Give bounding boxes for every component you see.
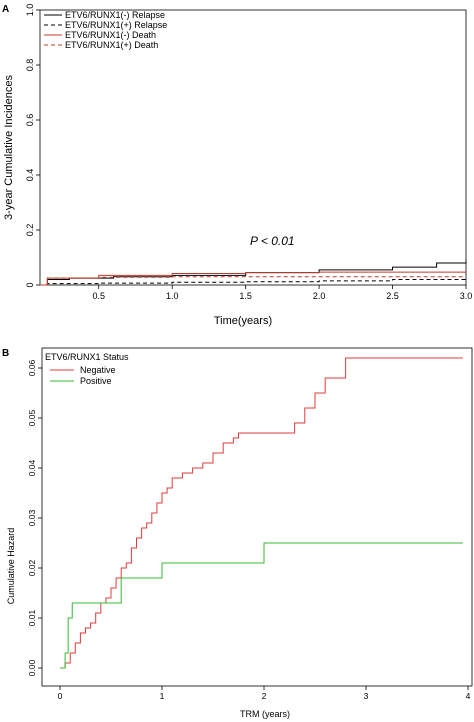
- panel-label-a: A: [2, 4, 9, 15]
- x-tick-label: 2: [262, 691, 267, 701]
- y-tick-label: 0.6: [25, 114, 35, 127]
- x-tick-label: 0.5: [93, 291, 106, 301]
- y-tick-label: 0: [25, 282, 35, 287]
- y-tick-label: 1.0: [25, 4, 35, 17]
- legend-label: ETV6/RUNX1(-) Relapse: [65, 10, 165, 20]
- series-line-1: [40, 260, 467, 286]
- y-tick-label: 0.04: [27, 459, 37, 476]
- x-tick-label: 2.0: [313, 291, 326, 301]
- y-tick-label: 0.03: [27, 509, 37, 526]
- panel-label-b: B: [2, 348, 9, 359]
- y-tick-label: 0.01: [27, 609, 37, 626]
- legend-label: Positive: [80, 376, 112, 386]
- x-tick-label: 2.5: [386, 291, 399, 301]
- legend-label: Negative: [80, 365, 116, 375]
- chart-a: A 0 0.2 0.4 0.6 0.8 1.0 0.5 1.0 1.5 2.0 2.5 3.0 ET…: [2, 4, 473, 327]
- y-axis-title-a: 3-year Cumulative Incidences: [3, 75, 15, 220]
- p-value-annotation: P < 0.01: [250, 234, 295, 248]
- plot-frame-b: [41, 347, 473, 687]
- y-tick-label: 0.05: [27, 409, 37, 426]
- series-line-positive: [60, 542, 463, 669]
- y-tick-label: 0.00: [27, 659, 37, 676]
- y-tick-label: 0.06: [27, 359, 37, 376]
- x-tick-label: 1.5: [239, 291, 252, 301]
- legend-title: ETV6/RUNX1 Status: [45, 352, 129, 362]
- series-line-negative: [60, 357, 463, 669]
- chart-b: B 0.00 0.01 0.02 0.03 0.04 0.05 0.06 0 1 2 3 4 ETV…: [2, 347, 473, 719]
- y-axis-title-b: Cumulative Hazard: [6, 528, 16, 605]
- x-tick-label: 0: [58, 691, 63, 701]
- series-line-4: [40, 276, 466, 286]
- y-tick-label: 0.2: [25, 224, 35, 237]
- legend-label: ETV6/RUNX1(+) Death: [65, 40, 158, 50]
- x-tick-label: 4: [466, 691, 471, 701]
- x-axis-title-b: TRM (years): [240, 709, 290, 719]
- legend-label: ETV6/RUNX1(-) Death: [65, 30, 156, 40]
- y-tick-label: 0.8: [25, 59, 35, 72]
- x-tick-label: 3.0: [460, 291, 473, 301]
- x-axis-title-a: Time(years): [214, 315, 272, 327]
- legend-label: ETV6/RUNX1(+) Relapse: [65, 20, 167, 30]
- x-tick-label: 3: [364, 691, 369, 701]
- plot-frame-a: [39, 9, 467, 286]
- x-tick-label: 1.0: [166, 291, 179, 301]
- series-line-2: [40, 278, 467, 286]
- x-tick-label: 1: [160, 691, 165, 701]
- y-tick-label: 0.4: [25, 169, 35, 182]
- y-tick-label: 0.02: [27, 559, 37, 576]
